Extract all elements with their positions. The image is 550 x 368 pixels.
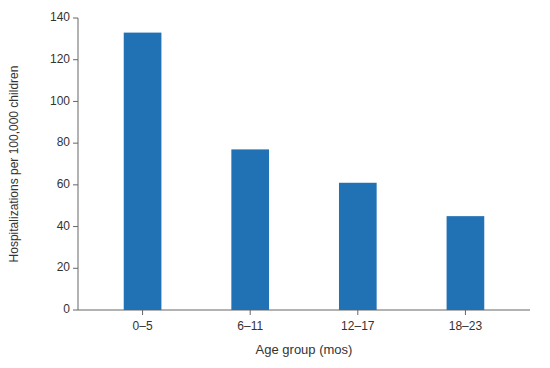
y-tick-label: 20 — [57, 260, 71, 274]
y-tick — [73, 226, 78, 227]
x-tick-label: 6–11 — [237, 319, 263, 333]
y-tick — [73, 101, 78, 102]
x-tick-label: 12–17 — [341, 319, 375, 333]
y-tick-label: 40 — [57, 219, 71, 233]
y-tick-label: 100 — [50, 94, 70, 108]
x-tick-label: 0–5 — [133, 319, 153, 333]
bar — [124, 33, 162, 310]
y-tick — [73, 143, 78, 144]
axes: 0 20 40 60 80 100 120 140 0–5 6–11 12–17 18–23 — [50, 10, 530, 333]
y-axis-title: Hospitalizations per 100,000 children — [7, 66, 21, 263]
y-tick-label: 120 — [50, 52, 70, 66]
y-tick — [73, 184, 78, 185]
bar — [339, 183, 377, 310]
y-tick — [73, 310, 78, 311]
y-tick-label: 80 — [57, 135, 71, 149]
x-tick — [142, 310, 143, 315]
y-tick — [73, 268, 78, 269]
y-tick-label: 60 — [57, 177, 71, 191]
bars — [124, 33, 485, 310]
chart-svg: 0 20 40 60 80 100 120 140 0–5 6–11 12–17 18–23 Age g… — [0, 0, 550, 368]
x-tick — [250, 310, 251, 315]
y-tick-label: 0 — [63, 302, 70, 316]
x-tick — [465, 310, 466, 315]
bar — [231, 149, 269, 310]
x-axis-title: Age group (mos) — [256, 342, 353, 357]
y-axis-line — [78, 18, 79, 310]
chart-container: 0 20 40 60 80 100 120 140 0–5 6–11 12–17 18–23 Age g… — [0, 0, 550, 368]
y-tick-label: 140 — [50, 10, 70, 24]
bar — [447, 216, 485, 310]
x-tick-label: 18–23 — [449, 319, 483, 333]
x-tick — [357, 310, 358, 315]
y-tick — [73, 59, 78, 60]
y-tick — [73, 18, 78, 19]
